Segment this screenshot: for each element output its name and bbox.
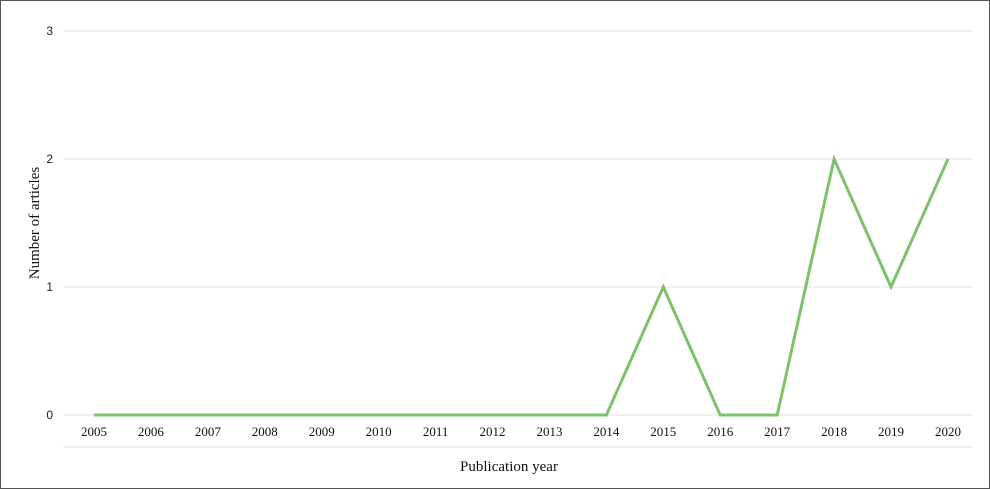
series-line-0 [94, 154, 950, 417]
y-tick-label-3: 3 [46, 24, 53, 38]
x-tick-label-2014: 2014 [593, 424, 620, 439]
x-tick-label-2020: 2020 [935, 424, 961, 439]
y-tick-label-2: 2 [46, 152, 53, 166]
x-tick-label-2018: 2018 [821, 424, 847, 439]
x-axis-ticks: 2005 2006 2007 2008 2009 2010 2011 2012 2013 2014… [81, 424, 961, 439]
x-tick-label-2008: 2008 [252, 424, 278, 439]
x-tick-label-2007: 2007 [195, 424, 222, 439]
x-axis-label: Publication year [460, 459, 558, 475]
y-axis-ticks: 0 1 2 3 [46, 24, 53, 422]
x-tick-label-2011: 2011 [423, 424, 449, 439]
x-tick-label-2016: 2016 [707, 424, 734, 439]
x-tick-label-2009: 2009 [309, 424, 335, 439]
series-group [93, 154, 950, 417]
x-tick-label-2015: 2015 [650, 424, 676, 439]
gridlines [63, 30, 973, 448]
x-tick-label-2010: 2010 [366, 424, 392, 439]
y-axis-label: Number of articles [27, 167, 43, 280]
x-tick-label-2005: 2005 [81, 424, 107, 439]
y-tick-label-0: 0 [46, 408, 53, 422]
x-tick-label-2012: 2012 [480, 424, 506, 439]
y-tick-label-1: 1 [46, 280, 53, 294]
x-tick-label-2017: 2017 [764, 424, 791, 439]
x-tick-label-2013: 2013 [536, 424, 562, 439]
x-tick-label-2006: 2006 [138, 424, 165, 439]
x-tick-label-2019: 2019 [878, 424, 904, 439]
